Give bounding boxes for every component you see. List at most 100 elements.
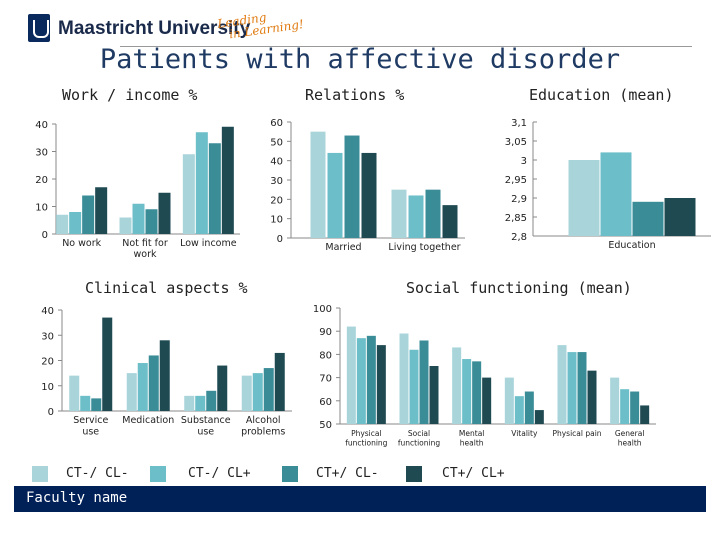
education-tick-label: 2,95 (505, 175, 527, 186)
social-bar (462, 359, 472, 424)
clinical-bar (137, 363, 148, 411)
relations-bar (442, 205, 458, 238)
relations-chart: 0 10 20 30 40 50 60 Married Living together (270, 118, 465, 253)
university-logo-icon (28, 14, 50, 42)
relations-tick-label: 0 (277, 234, 283, 245)
work-bar (145, 209, 158, 234)
social-bar (472, 361, 482, 424)
clinical-bar (69, 375, 80, 411)
social-bar (620, 389, 630, 424)
clinical-bar (206, 390, 217, 411)
social-category-label: functioning (345, 439, 387, 448)
clinical-bar (241, 375, 252, 411)
relations-bar (408, 195, 424, 238)
clinical-bar (80, 395, 91, 411)
social-category-label: Physical (351, 429, 382, 438)
footer-faculty-name: Faculty name (26, 490, 128, 506)
relations-bar (361, 152, 377, 238)
footer-bar (14, 486, 706, 512)
clinical-category-label: Medication (122, 415, 174, 426)
clinical-bar (252, 373, 263, 411)
work-bar (119, 217, 132, 234)
chart-title-education: Education (mean) (529, 86, 674, 104)
social-category-label: health (618, 439, 642, 448)
social-bar (399, 333, 409, 424)
social-bar (577, 352, 587, 424)
relations-category-label: Living together (388, 242, 460, 253)
relations-tick-label: 10 (270, 215, 283, 226)
social-category-label: Social (408, 429, 430, 438)
legend-swatch-4 (406, 466, 422, 482)
relations-bar (344, 135, 360, 238)
social-bar (409, 349, 419, 424)
relations-bar (327, 152, 343, 238)
work-bar (69, 212, 82, 234)
social-functioning-chart: 5060708090100PhysicalfunctioningSocialfu… (313, 304, 656, 448)
social-category-label: General (615, 429, 645, 438)
clinical-category-label: Service (73, 415, 108, 426)
education-category-label: Education (608, 240, 655, 251)
legend-label-4: CT+/ CL+ (442, 466, 505, 481)
work-category-label: No work (62, 238, 101, 249)
education-bar (632, 201, 664, 236)
clinical-bar (184, 395, 195, 411)
work-bar (56, 214, 69, 234)
social-bar (504, 377, 514, 424)
page-title: Patients with affective disorder (99, 44, 621, 75)
relations-category-label: Married (325, 242, 361, 253)
social-bar (514, 396, 524, 424)
relations-tick-label: 40 (270, 157, 283, 168)
social-category-label: Vitality (511, 429, 538, 438)
clinical-bar (159, 340, 170, 411)
work-tick-label: 30 (35, 148, 48, 159)
relations-bar (425, 189, 441, 238)
social-tick-label: 90 (319, 327, 332, 338)
relations-bar (310, 131, 326, 238)
social-category-label: health (460, 439, 484, 448)
relations-tick-label: 20 (270, 195, 283, 206)
work-bar (221, 126, 234, 234)
work-tick-label: 20 (35, 175, 48, 186)
relations-tick-label: 50 (270, 137, 283, 148)
work-bar (95, 187, 108, 234)
work-tick-label: 0 (42, 230, 48, 241)
clinical-bar (274, 352, 285, 411)
work-bar (158, 192, 171, 234)
title-divider (120, 46, 692, 47)
social-bar (366, 335, 376, 424)
social-bar (429, 366, 439, 424)
clinical-bar (148, 355, 159, 411)
social-bar (640, 405, 650, 424)
social-bar (524, 391, 534, 424)
social-bar (346, 326, 356, 424)
social-bar (587, 370, 597, 424)
chart-title-social: Social functioning (mean) (406, 279, 632, 297)
education-tick-label: 2,9 (511, 194, 527, 205)
clinical-tick-label: 20 (41, 357, 54, 368)
education-bar (664, 198, 696, 236)
work-category-label: work (134, 249, 157, 260)
social-category-label: Mental (459, 429, 484, 438)
clinical-tick-label: 30 (41, 331, 54, 342)
legend-label-2: CT-/ CL+ (188, 466, 251, 481)
chart-title-relations: Relations % (305, 86, 405, 104)
clinical-tick-label: 40 (41, 306, 54, 317)
education-bar (568, 160, 600, 236)
clinical-tick-label: 0 (48, 407, 54, 418)
social-bar (557, 345, 567, 424)
social-bar (630, 391, 640, 424)
work-bar (182, 154, 195, 234)
clinical-bar (91, 398, 102, 411)
work-bar (82, 195, 95, 234)
education-tick-label: 3,05 (505, 137, 527, 148)
social-bar (567, 352, 577, 424)
education-tick-label: 3,1 (511, 118, 527, 129)
education-bar (600, 152, 632, 236)
social-tick-label: 50 (319, 420, 332, 431)
education-tick-label: 2,85 (505, 213, 527, 224)
social-bar (610, 377, 620, 424)
clinical-bar (126, 373, 137, 411)
education-tick-label: 3 (521, 156, 527, 167)
social-bar (376, 345, 386, 424)
